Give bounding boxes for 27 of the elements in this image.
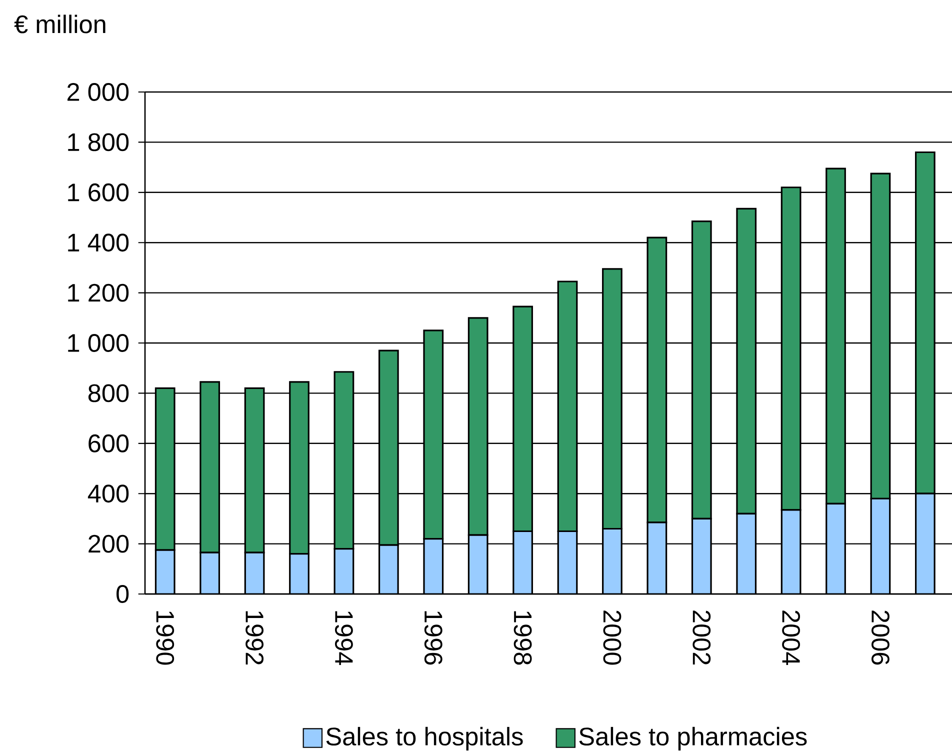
y-tick-label: 1 200 bbox=[68, 284, 129, 302]
y-tick-label: 600 bbox=[88, 434, 129, 452]
y-tick-label: 1 400 bbox=[68, 234, 129, 252]
x-tick-label: 1996 bbox=[424, 611, 442, 665]
x-tick-label: 1994 bbox=[334, 611, 353, 665]
x-tick-label: 2002 bbox=[692, 610, 711, 664]
y-axis-title: € million bbox=[14, 14, 106, 34]
y-tick-label: 200 bbox=[88, 534, 129, 553]
x-tick-label: 1998 bbox=[514, 611, 532, 665]
bar bbox=[826, 502, 846, 594]
legend-label: Sales to pharmacies bbox=[579, 726, 807, 751]
y-tick-label: 1 000 bbox=[68, 334, 129, 352]
bar bbox=[512, 530, 533, 594]
y-tick-label: 0 bbox=[116, 585, 129, 603]
x-tick-label: 2004 bbox=[782, 610, 800, 665]
y-tick-label: 400 bbox=[88, 484, 129, 503]
x-tick-label: 2006 bbox=[872, 610, 890, 665]
y-tick-label: 2 000 bbox=[68, 83, 129, 101]
x-tick-label: 2000 bbox=[603, 610, 622, 665]
bar bbox=[915, 492, 936, 594]
y-tick-label: 1 600 bbox=[68, 183, 129, 202]
bar bbox=[602, 528, 622, 594]
x-tick-label: 1992 bbox=[246, 611, 264, 664]
y-tick-label: 800 bbox=[88, 384, 129, 402]
y-tick-label: 1 800 bbox=[68, 133, 129, 152]
x-tick-label: 1990 bbox=[156, 611, 174, 665]
legend-label: Sales to hospitals bbox=[326, 726, 523, 751]
